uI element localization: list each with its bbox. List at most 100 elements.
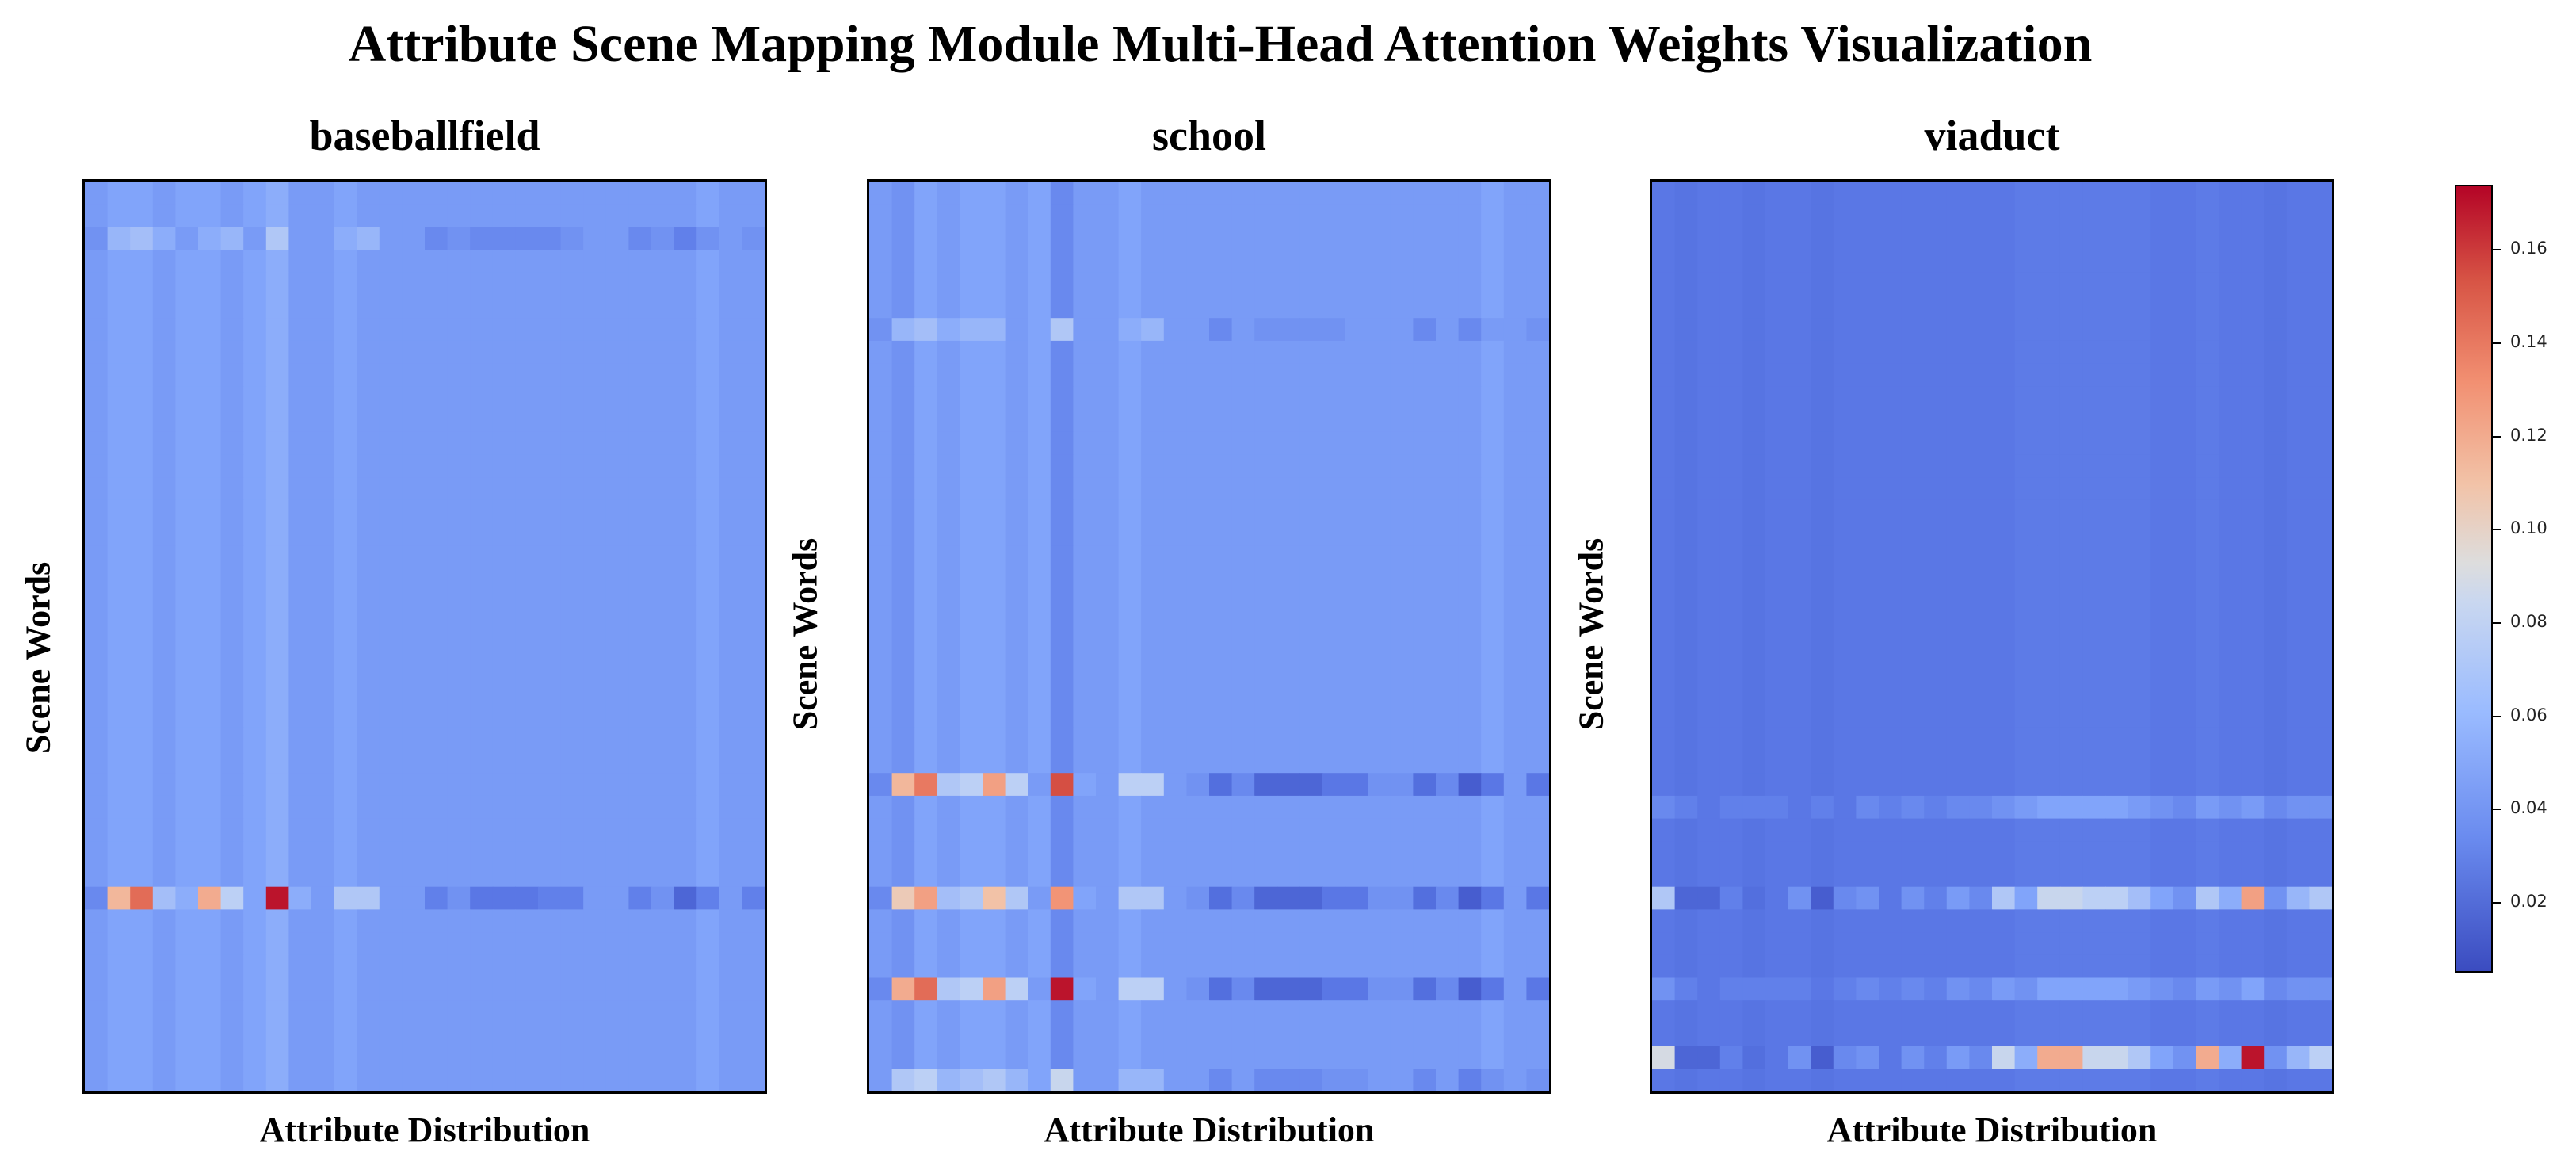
- heatmap-cell: [2059, 750, 2083, 774]
- heatmap-cell: [2196, 477, 2219, 501]
- heatmap-cell: [2219, 363, 2242, 387]
- heatmap-cell: [1526, 227, 1549, 250]
- heatmap-cell: [2150, 454, 2174, 478]
- heatmap-cell: [2241, 454, 2265, 478]
- heatmap-cell: [1697, 614, 1721, 637]
- heatmap-cell: [220, 886, 244, 910]
- heatmap-cell: [719, 841, 742, 865]
- heatmap-cell: [1209, 272, 1233, 296]
- heatmap-cell: [1163, 409, 1187, 433]
- heatmap-cell: [651, 591, 675, 614]
- heatmap-cell: [265, 386, 289, 410]
- heatmap-cell: [1901, 954, 1925, 979]
- heatmap-cell: [1254, 272, 1278, 296]
- heatmap-cell: [605, 295, 629, 319]
- heatmap-cell: [742, 932, 765, 956]
- heatmap-cell: [1526, 272, 1549, 296]
- heatmap-cell: [1811, 977, 1834, 1001]
- heatmap-cell: [742, 1046, 765, 1069]
- heatmap-cell: [1765, 795, 1789, 820]
- heatmap-cell: [379, 1000, 403, 1024]
- heatmap-cell: [2241, 363, 2265, 387]
- heatmap-cell: [1368, 705, 1391, 728]
- heatmap-cell: [334, 272, 357, 296]
- heatmap-cell: [334, 682, 357, 705]
- heatmap-cell: [1719, 340, 1743, 365]
- heatmap-cell: [1719, 477, 1743, 501]
- heatmap-cell: [538, 568, 562, 592]
- heatmap-cell: [85, 477, 109, 501]
- heatmap-cell: [1481, 250, 1505, 273]
- heatmap-cell: [1368, 591, 1391, 614]
- heatmap-cell: [2128, 272, 2151, 296]
- heatmap-cell: [357, 340, 380, 365]
- heatmap-cell: [220, 614, 244, 637]
- heatmap-cell: [1481, 705, 1505, 728]
- heatmap-cell: [1697, 318, 1721, 342]
- heatmap-cell: [674, 454, 697, 478]
- heatmap-cell: [937, 1046, 960, 1069]
- heatmap-cell: [1458, 864, 1482, 888]
- heatmap-cell: [2105, 227, 2129, 250]
- heatmap-cell: [914, 477, 938, 501]
- heatmap-cell: [674, 318, 697, 342]
- heatmap-cell: [1719, 591, 1743, 614]
- heatmap-cell: [1901, 1023, 1925, 1047]
- heatmap-cell: [2150, 591, 2174, 614]
- heatmap-cell: [719, 659, 742, 682]
- heatmap-cell: [628, 841, 652, 865]
- heatmap-cell: [288, 454, 312, 478]
- heatmap-cell: [1458, 773, 1482, 797]
- heatmap-cell: [2173, 295, 2196, 319]
- heatmap-cell: [628, 318, 652, 342]
- heatmap-cell: [1390, 637, 1414, 660]
- heatmap-cell: [1209, 318, 1233, 342]
- heatmap-cell: [2264, 386, 2288, 410]
- heatmap-cell: [1481, 795, 1505, 820]
- heatmap-cell: [265, 659, 289, 682]
- heatmap-cell: [1458, 932, 1482, 956]
- heatmap-cell: [311, 614, 335, 637]
- heatmap-cell: [1050, 909, 1074, 933]
- heatmap-cell: [1674, 431, 1698, 455]
- heatmap-cell: [1436, 340, 1460, 365]
- heatmap-cell: [2105, 954, 2129, 979]
- heatmap-cell: [1946, 954, 1970, 979]
- heatmap-cell: [628, 705, 652, 728]
- heatmap-cell: [1050, 1000, 1074, 1024]
- heatmap-cell: [425, 227, 448, 250]
- heatmap-cell: [1458, 591, 1482, 614]
- heatmap-cell: [1322, 977, 1346, 1001]
- heatmap-cell: [1742, 295, 1766, 319]
- heatmap-cell: [1992, 682, 2016, 705]
- heatmap-cell: [85, 864, 109, 888]
- heatmap-cell: [311, 363, 335, 387]
- heatmap-cell: [107, 363, 131, 387]
- heatmap-cell: [1992, 431, 2016, 455]
- heatmap-cell: [288, 318, 312, 342]
- heatmap-cell: [2059, 954, 2083, 979]
- heatmap-cell: [2082, 522, 2106, 546]
- heatmap-cell: [1652, 431, 1676, 455]
- heatmap-cell: [130, 909, 154, 933]
- heatmap-cell: [1436, 204, 1460, 227]
- heatmap-cell: [1299, 477, 1323, 501]
- heatmap-cell: [1436, 250, 1460, 273]
- heatmap-cell: [311, 750, 335, 774]
- heatmap-cell: [560, 864, 584, 888]
- heatmap-cell: [311, 659, 335, 682]
- heatmap-cell: [1096, 637, 1120, 660]
- heatmap-cell: [1856, 522, 1880, 546]
- heatmap-cell: [1458, 568, 1482, 592]
- heatmap-cell: [265, 886, 289, 910]
- heatmap-cell: [198, 1000, 222, 1024]
- heatmap-cell: [1141, 386, 1165, 410]
- heatmap-cell: [130, 568, 154, 592]
- heatmap-cell: [742, 818, 765, 842]
- heatmap-cell: [2128, 591, 2151, 614]
- heatmap-cell: [1924, 727, 1948, 751]
- heatmap-cell: [2286, 864, 2310, 888]
- heatmap-cell: [357, 1000, 380, 1024]
- heatmap-cell: [583, 954, 607, 979]
- heatmap-cell: [1096, 182, 1120, 205]
